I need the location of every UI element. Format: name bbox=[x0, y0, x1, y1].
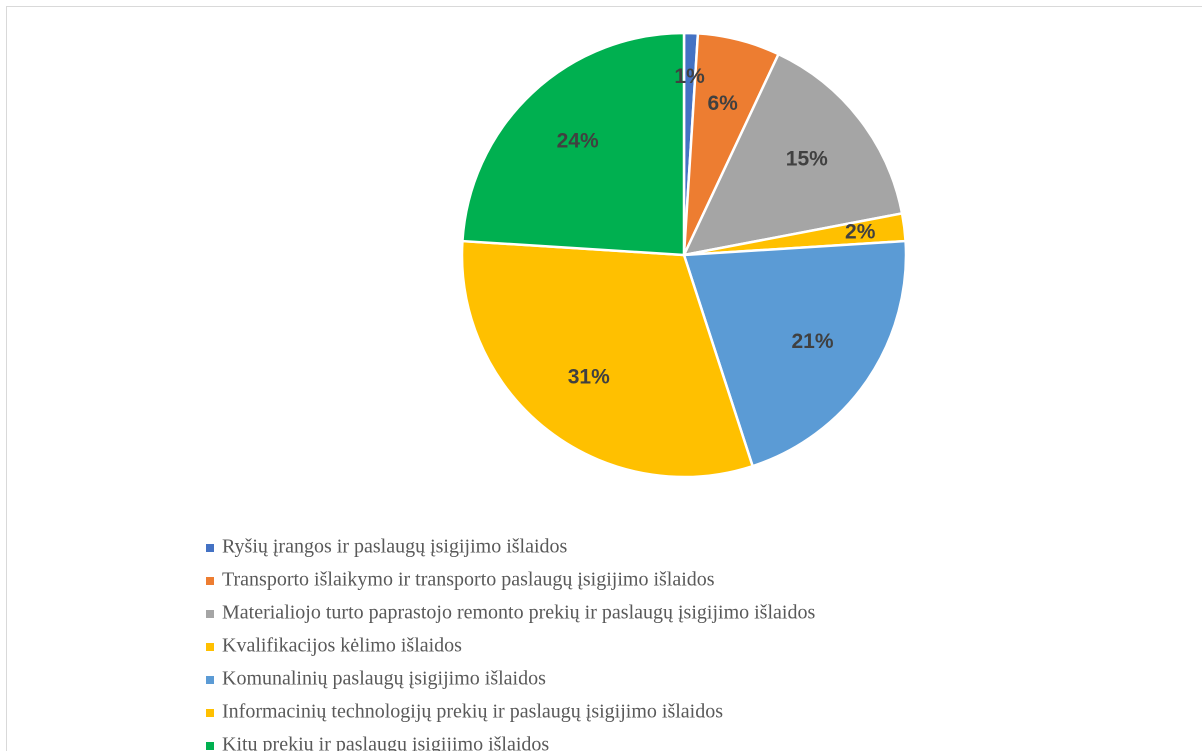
data-label: 1% bbox=[674, 65, 705, 88]
data-label: 6% bbox=[707, 92, 738, 115]
pie-slice bbox=[461, 31, 686, 257]
data-label: 24% bbox=[557, 129, 599, 152]
legend-label: Transporto išlaikymo ir transporto pasla… bbox=[222, 569, 715, 591]
legend-swatch bbox=[206, 610, 214, 618]
legend-label: Komunalinių paslaugų įsigijimo išlaidos bbox=[222, 668, 546, 690]
legend-swatch bbox=[206, 709, 214, 717]
legend-swatch bbox=[206, 577, 214, 585]
data-label: 31% bbox=[568, 365, 610, 388]
legend-label: Kitų prekių ir paslaugų įsigijimo išlaid… bbox=[222, 734, 549, 751]
legend-label: Ryšių įrangos ir paslaugų įsigijimo išla… bbox=[222, 536, 568, 558]
legend-label: Informacinių technologijų prekių ir pasl… bbox=[222, 701, 723, 723]
legend-label: Materialiojo turto paprastojo remonto pr… bbox=[222, 602, 815, 624]
data-label: 21% bbox=[792, 330, 834, 353]
pie-slice bbox=[681, 52, 904, 257]
legend-swatch bbox=[206, 742, 214, 750]
pie-slice bbox=[682, 239, 908, 468]
legend-swatch bbox=[206, 643, 214, 651]
data-label: 15% bbox=[786, 147, 828, 170]
legend-swatch bbox=[206, 676, 214, 684]
pie-slice bbox=[460, 239, 755, 479]
legend-swatch bbox=[206, 544, 214, 552]
legend-label: Kvalifikacijos kėlimo išlaidos bbox=[222, 635, 462, 657]
data-label: 2% bbox=[845, 220, 876, 243]
